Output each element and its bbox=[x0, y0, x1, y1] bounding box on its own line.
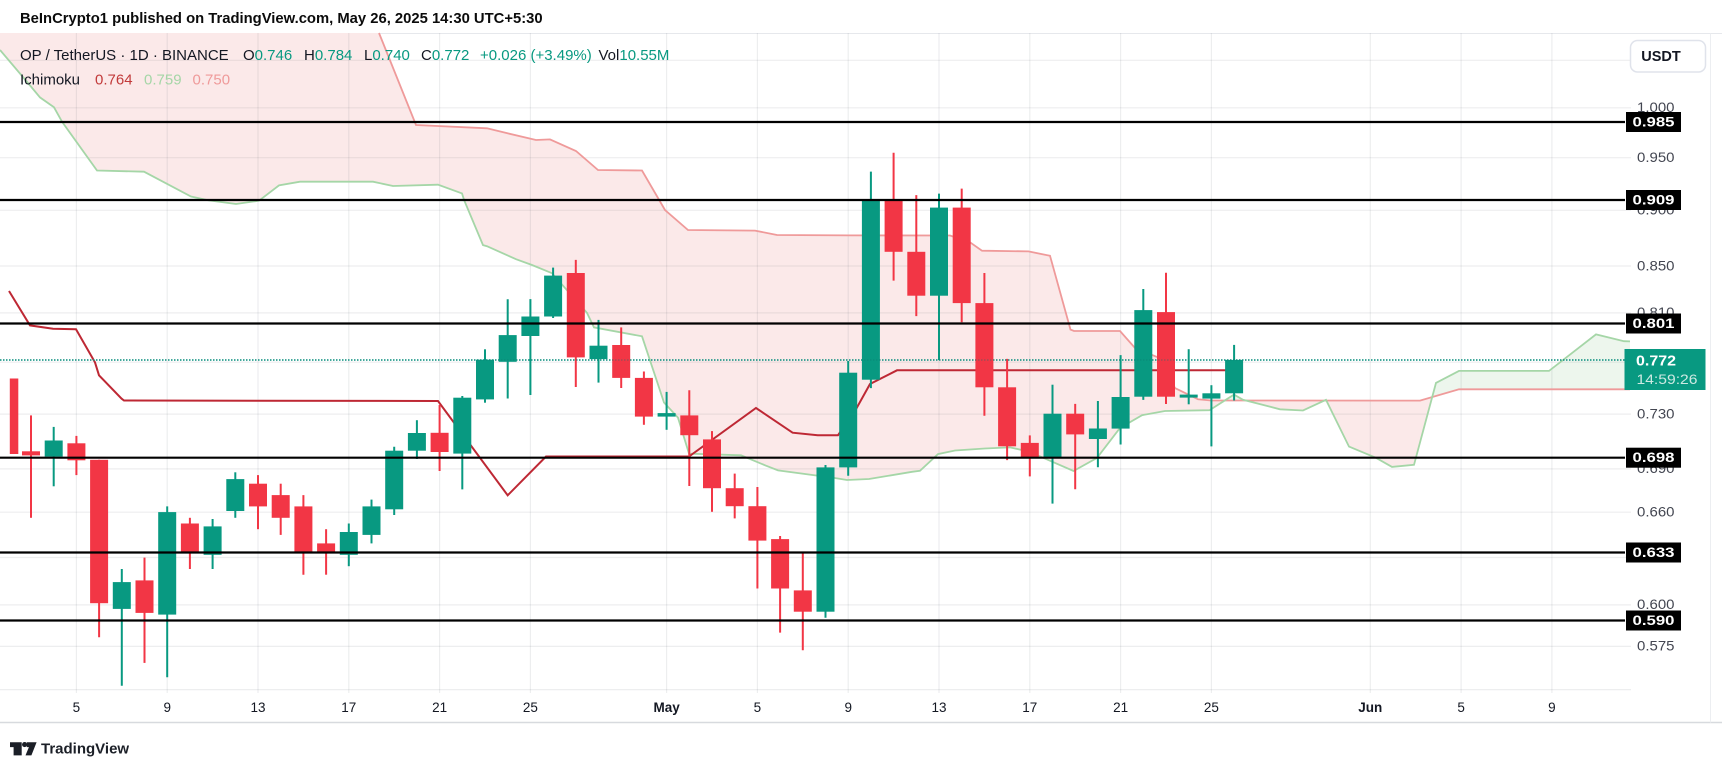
svg-text:0.801: 0.801 bbox=[1633, 315, 1675, 331]
svg-text:17: 17 bbox=[341, 700, 356, 715]
svg-text:Ichimoku: Ichimoku bbox=[20, 72, 80, 89]
svg-text:0.772: 0.772 bbox=[1636, 354, 1676, 370]
svg-text:13: 13 bbox=[931, 700, 946, 715]
svg-text:5: 5 bbox=[1457, 700, 1465, 715]
svg-text:9: 9 bbox=[1548, 700, 1556, 715]
svg-text:0.985: 0.985 bbox=[1633, 114, 1675, 130]
svg-text:1.000: 1.000 bbox=[1637, 100, 1675, 115]
svg-text:May: May bbox=[653, 700, 680, 715]
svg-text:L0.740: L0.740 bbox=[364, 47, 410, 64]
svg-text:+0.026 (+3.49%): +0.026 (+3.49%) bbox=[480, 47, 592, 64]
svg-text:0.950: 0.950 bbox=[1637, 150, 1675, 165]
svg-text:13: 13 bbox=[250, 700, 265, 715]
svg-text:14:59:26: 14:59:26 bbox=[1637, 372, 1698, 387]
svg-text:H0.784: H0.784 bbox=[304, 47, 352, 64]
svg-text:0.764: 0.764 bbox=[95, 72, 133, 89]
svg-text:USDT: USDT bbox=[1641, 49, 1681, 65]
svg-text:0.730: 0.730 bbox=[1637, 406, 1675, 421]
svg-text:0.698: 0.698 bbox=[1633, 449, 1675, 465]
svg-text:5: 5 bbox=[73, 700, 81, 715]
svg-text:0.759: 0.759 bbox=[144, 72, 182, 89]
svg-text:TradingView: TradingView bbox=[41, 741, 129, 758]
svg-text:0.850: 0.850 bbox=[1637, 258, 1675, 273]
svg-text:0.590: 0.590 bbox=[1633, 612, 1675, 628]
svg-text:0.633: 0.633 bbox=[1633, 544, 1675, 560]
svg-text:17: 17 bbox=[1022, 700, 1037, 715]
svg-text:25: 25 bbox=[1204, 700, 1219, 715]
svg-text:21: 21 bbox=[432, 700, 447, 715]
svg-text:Jun: Jun bbox=[1358, 700, 1382, 715]
svg-text:0.660: 0.660 bbox=[1637, 505, 1675, 520]
svg-text:5: 5 bbox=[754, 700, 762, 715]
svg-text:0.750: 0.750 bbox=[193, 72, 231, 89]
svg-text:0.909: 0.909 bbox=[1633, 192, 1675, 208]
svg-text:0.575: 0.575 bbox=[1637, 639, 1675, 654]
svg-text:BeInCrypto1 published on Tradi: BeInCrypto1 published on TradingView.com… bbox=[20, 11, 543, 27]
svg-text:9: 9 bbox=[844, 700, 852, 715]
svg-text:O0.746: O0.746 bbox=[243, 47, 292, 64]
svg-text:9: 9 bbox=[163, 700, 171, 715]
svg-text:Vol10.55M: Vol10.55M bbox=[599, 47, 670, 64]
svg-text:0.600: 0.600 bbox=[1637, 597, 1675, 612]
svg-text:OP / TetherUS · 1D · BINANCE: OP / TetherUS · 1D · BINANCE bbox=[20, 47, 229, 64]
svg-text:25: 25 bbox=[523, 700, 538, 715]
svg-text:C0.772: C0.772 bbox=[421, 47, 469, 64]
svg-text:21: 21 bbox=[1113, 700, 1128, 715]
